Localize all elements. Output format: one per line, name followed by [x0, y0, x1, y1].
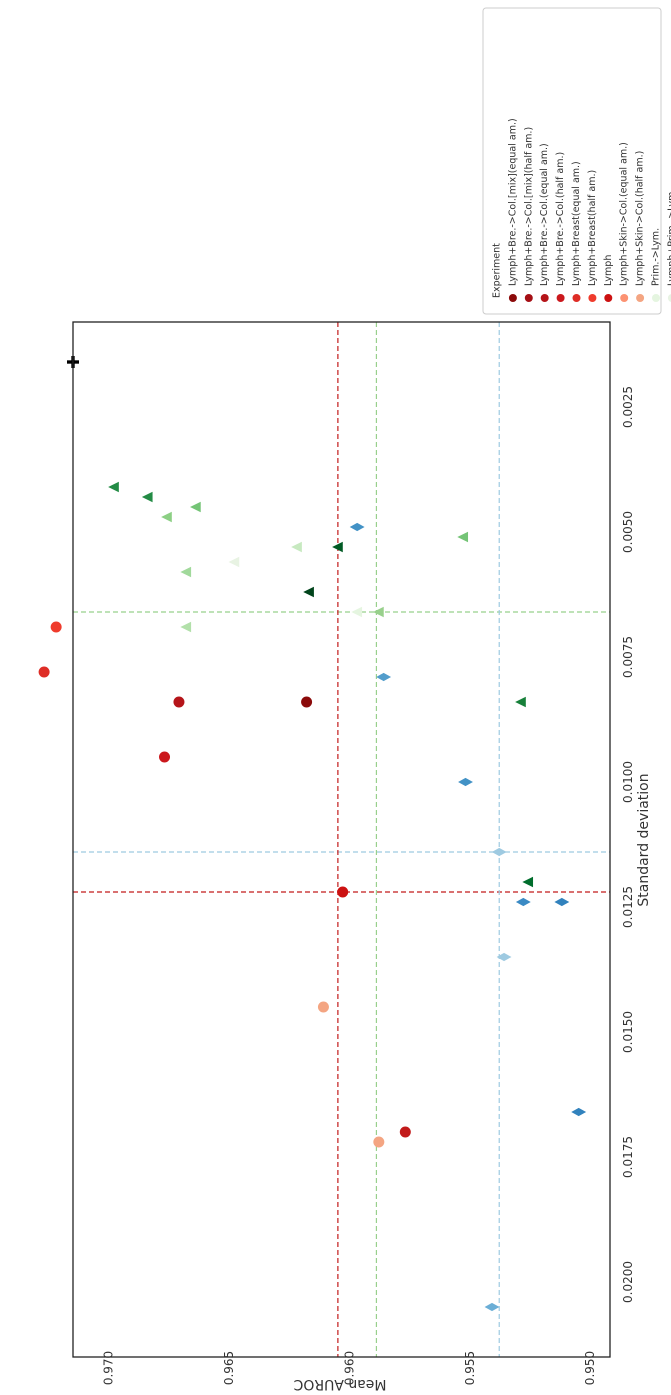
legend-marker-circle — [556, 294, 565, 302]
legend-label: Lymph+Prim.->Lym. — [666, 189, 671, 286]
x-tick-label: 0.0200 — [621, 1261, 635, 1303]
data-point-diamond — [554, 897, 570, 907]
legend-marker-circle — [508, 294, 517, 302]
legend: Experiment Lymph+Bre.->Col.[mix](equal am… — [482, 7, 671, 315]
plot-frame — [72, 321, 611, 1358]
data-point-circle — [173, 696, 185, 708]
data-point-circle — [50, 621, 62, 633]
data-point-diamond — [458, 777, 473, 787]
legend-items: Experiment Lymph+Bre.->Col.[mix](equal am… — [492, 118, 671, 302]
legend-label: Lymph+Bre.->Col.[mix](half am.) — [523, 127, 534, 286]
y-tick-label: 0.965 — [222, 1351, 236, 1385]
data-point-triangle — [351, 606, 363, 618]
legend-marker-circle — [667, 294, 671, 302]
data-points — [38, 356, 587, 1312]
data-point-triangle — [228, 556, 240, 568]
y-tick-label: 0.950 — [583, 1351, 597, 1385]
data-point-circle — [159, 751, 171, 763]
data-point-triangle — [141, 491, 153, 503]
data-point-diamond — [349, 522, 365, 532]
data-point-triangle — [291, 541, 302, 553]
legend-label: Prim.->Lym. — [651, 228, 662, 286]
legend-label: Lymph+Bre.->Col.[mix](equal am.) — [507, 118, 518, 286]
data-point-triangle — [180, 566, 192, 578]
legend-box — [482, 7, 662, 315]
data-point-circle — [373, 1136, 385, 1148]
x-axis-label: Standard deviation — [636, 773, 652, 906]
data-point-diamond — [571, 1107, 587, 1117]
x-tick-label: 0.0150 — [621, 1011, 635, 1053]
data-point-diamond — [376, 672, 392, 682]
legend-marker-circle — [620, 294, 629, 302]
data-point-triangle — [108, 481, 119, 493]
data-point-circle — [38, 666, 50, 678]
data-point-triangle — [522, 876, 534, 888]
data-point-diamond — [496, 952, 512, 962]
legend-label: Lymph+Bre.->Col.(half am.) — [555, 152, 566, 286]
y-axis-ticks: 0.950 0.955 0.960 0.965 0.970 — [102, 1351, 598, 1385]
data-point-triangle — [180, 621, 192, 633]
data-point-triangle — [332, 541, 343, 553]
data-point-triangle — [161, 511, 172, 523]
legend-label: Lymph+Skin->Col.(equal am.) — [619, 142, 630, 286]
x-tick-label: 0.0175 — [621, 1136, 635, 1178]
data-point-diamond — [484, 1302, 500, 1312]
legend-marker-circle — [540, 294, 549, 302]
legend-marker-circle — [572, 294, 581, 302]
data-point-diamond — [491, 847, 507, 857]
y-tick-label: 0.955 — [463, 1351, 477, 1385]
legend-marker-circle — [604, 294, 613, 302]
x-tick-label: 0.0025 — [621, 386, 635, 428]
legend-label: Lymph+Breast(half am.) — [587, 170, 598, 286]
legend-marker-circle — [524, 294, 533, 302]
legend-marker-circle — [588, 294, 597, 302]
data-point-circle — [317, 1001, 329, 1013]
data-point-circle — [301, 696, 313, 708]
legend-label: Lymph+Bre.->Col.(equal am.) — [539, 143, 550, 286]
data-point-triangle — [515, 696, 526, 708]
x-tick-label: 0.0100 — [621, 761, 635, 803]
y-axis-label: Mean AUROC — [293, 1376, 386, 1392]
legend-marker-circle — [652, 294, 660, 302]
data-point-triangle — [457, 531, 469, 543]
data-point-diamond — [515, 897, 531, 907]
legend-title: Experiment — [492, 243, 503, 298]
x-tick-label: 0.0050 — [621, 511, 635, 553]
data-point-circle — [399, 1126, 411, 1138]
legend-label: Lymph+Breast(equal am.) — [571, 161, 582, 286]
x-tick-label: 0.0075 — [621, 636, 635, 678]
data-point-triangle — [190, 501, 201, 513]
y-tick-label: 0.960 — [342, 1351, 356, 1385]
data-point-triangle — [303, 586, 314, 598]
x-axis-ticks: 0.0025 0.0050 0.0075 0.0100 0.0125 0.0150 0.01… — [621, 386, 635, 1303]
legend-label: Lymph+Skin->Col.(half am.) — [635, 151, 646, 286]
data-point-circle — [337, 886, 349, 898]
data-point-triangle — [373, 606, 384, 618]
y-tick-label: 0.970 — [102, 1351, 116, 1385]
legend-label: Lymph — [603, 255, 614, 286]
x-tick-label: 0.0125 — [621, 886, 635, 928]
legend-marker-circle — [636, 294, 645, 302]
